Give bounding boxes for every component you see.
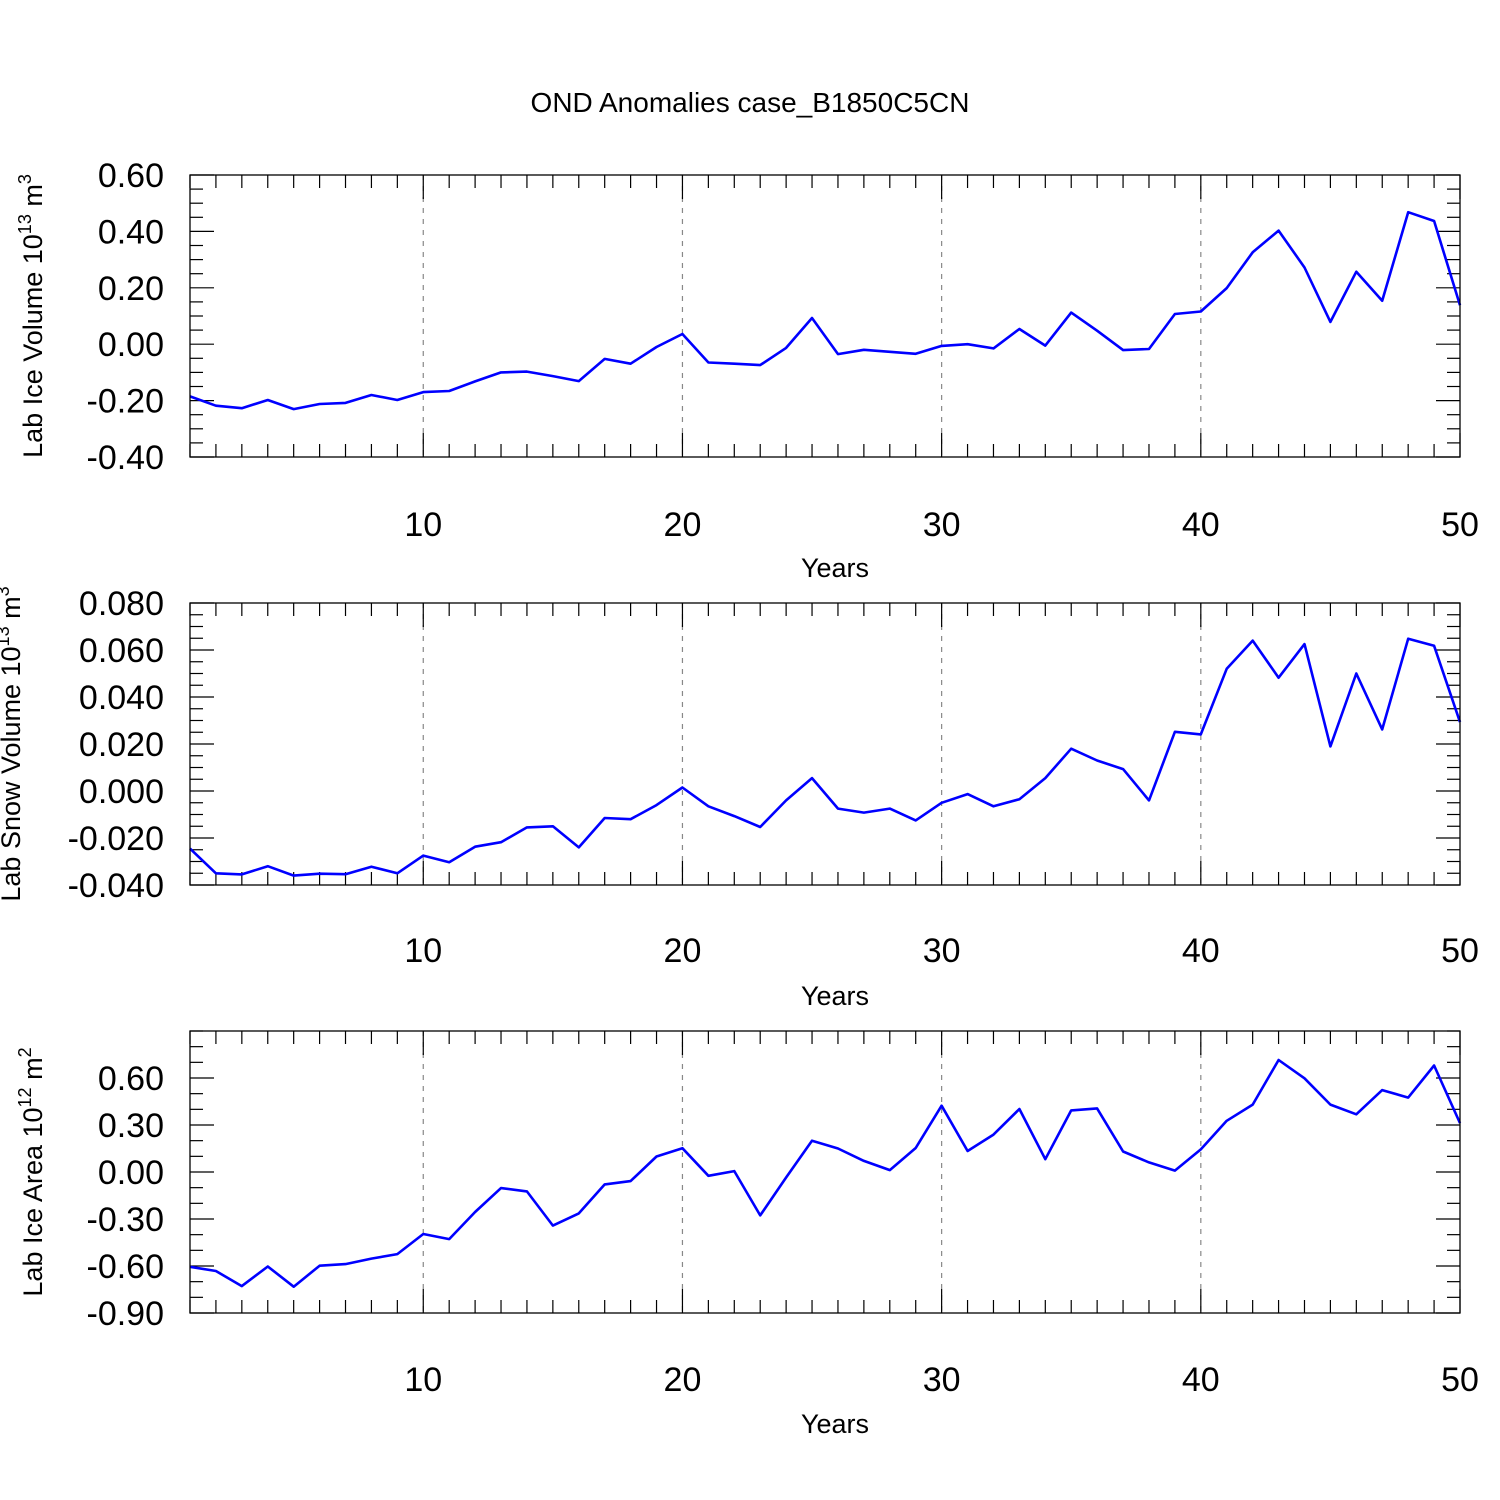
x-tick-label: 40 — [1182, 932, 1220, 970]
x-tick-label: 30 — [923, 932, 961, 970]
y-tick-label: 0.00 — [98, 1154, 164, 1192]
chart-panel-3: -0.90 -0.60 -0.30 0.00 0.30 0.60 10 20 30 40 50 Yea… — [15, 1030, 1479, 1439]
y-tick-label: -0.30 — [87, 1201, 165, 1239]
x-axis-title: Years — [801, 1409, 869, 1439]
x-tick-label: 30 — [923, 1361, 961, 1399]
y-tick-label: 0.040 — [79, 679, 164, 717]
y-tick-label: 0.20 — [98, 270, 164, 308]
y-axis-title: Lab Ice Volume 1013 m3 — [15, 174, 48, 458]
figure-title: OND Anomalies case_B1850C5CN — [531, 87, 970, 118]
x-tick-label: 20 — [664, 932, 702, 970]
x-tick-label: 20 — [664, 506, 702, 544]
chart-panel-1: -0.40 -0.20 0.00 0.20 0.40 0.60 10 20 30 40 50 Year… — [15, 157, 1479, 583]
y-tick-label: 0.60 — [98, 157, 164, 195]
y-tick-label: -0.40 — [87, 439, 165, 477]
y-tick-label: 0.40 — [98, 213, 164, 251]
y-tick-label: -0.040 — [68, 867, 164, 905]
x-tick-label: 10 — [404, 932, 442, 970]
series-line — [189, 210, 1462, 411]
y-tick-label: -0.20 — [87, 383, 165, 421]
plot-frame — [189, 174, 1461, 458]
y-tick-label: -0.020 — [68, 820, 164, 858]
y-tick-label: -0.60 — [87, 1248, 165, 1286]
chart-panel-2: -0.040 -0.020 0.000 0.020 0.040 0.060 0.080 10 2… — [0, 585, 1479, 1011]
y-axis-title: Lab Ice Area 1012 m2 — [15, 1047, 48, 1296]
x-tick-label: 50 — [1441, 932, 1479, 970]
x-tick-label: 50 — [1441, 506, 1479, 544]
y-tick-label: 0.60 — [98, 1060, 164, 1098]
y-axis-title: Lab Snow Volume 1013 m3 — [0, 586, 26, 901]
x-tick-label: 10 — [404, 506, 442, 544]
y-tick-label: -0.90 — [87, 1295, 165, 1333]
y-tick-label: 0.000 — [79, 773, 164, 811]
y-tick-label: 0.060 — [79, 632, 164, 670]
y-tick-label: 0.00 — [98, 326, 164, 364]
panels-container: -0.40 -0.20 0.00 0.20 0.40 0.60 10 20 30 40 50 Year… — [0, 157, 1479, 1439]
x-tick-label: 40 — [1182, 1361, 1220, 1399]
plot-frame — [189, 1030, 1461, 1314]
x-tick-label: 40 — [1182, 506, 1220, 544]
x-tick-label: 30 — [923, 506, 961, 544]
y-tick-label: 0.30 — [98, 1107, 164, 1145]
series-line — [189, 637, 1462, 877]
y-tick-label: 0.080 — [79, 585, 164, 623]
y-tick-label: 0.020 — [79, 726, 164, 764]
plot-frame — [189, 602, 1461, 886]
x-tick-label: 10 — [404, 1361, 442, 1399]
series-line — [189, 1058, 1462, 1288]
x-axis-title: Years — [801, 553, 869, 583]
x-tick-label: 20 — [664, 1361, 702, 1399]
x-tick-label: 50 — [1441, 1361, 1479, 1399]
x-axis-title: Years — [801, 981, 869, 1011]
